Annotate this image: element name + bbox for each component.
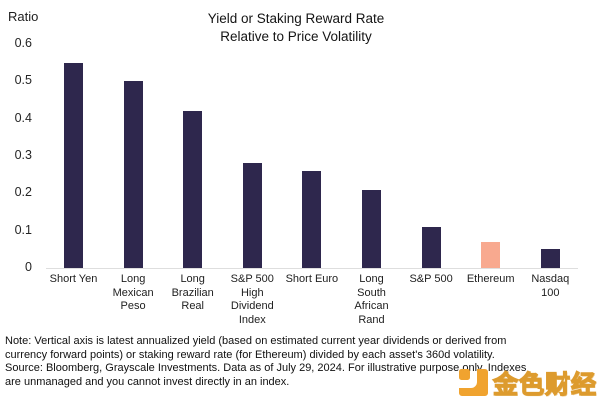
y-tick-label: 0.2	[14, 185, 32, 200]
bar	[242, 163, 262, 268]
x-category-label: S&P 500	[409, 273, 453, 285]
chart-title-line-2: Relative to Price Volatility	[220, 29, 372, 44]
footnote-line: currency forward points) or staking rewa…	[5, 348, 495, 361]
bar	[362, 189, 381, 268]
plot-area	[46, 44, 578, 269]
footnote: Note: Vertical axis is latest annualized…	[5, 335, 526, 389]
y-tick-label: 0.3	[14, 148, 32, 162]
bar	[123, 81, 143, 268]
bar	[302, 170, 322, 268]
x-category-label: Short Yen	[49, 273, 98, 285]
x-category-label: S&P 500 High Dividend Index	[230, 273, 274, 326]
jinse-finance-brand-text: 金色财经	[492, 370, 597, 399]
bar	[64, 62, 83, 268]
bar	[540, 249, 560, 268]
footnote-line: Note: Vertical axis is latest annualized…	[5, 335, 507, 347]
bar	[183, 111, 203, 268]
x-category-label: Ethereum	[466, 273, 515, 285]
footnote-line: Source: Bloomberg, Grayscale Investments…	[5, 362, 527, 374]
x-category-label: Long South African Rand	[354, 273, 389, 326]
y-tick-label: 0.6	[14, 36, 32, 50]
x-category-label: Long Mexican Peso	[112, 273, 154, 312]
jinse-finance-logo-icon	[457, 366, 490, 404]
y-axis: 0.6 0.5 0.4 0.3 0.2 0.1 0	[0, 36, 32, 274]
x-category-label: Short Euro	[285, 273, 339, 285]
y-axis-title: Ratio	[8, 9, 39, 24]
chart-title: Yield or Staking Reward Rate Relative to…	[208, 10, 385, 46]
y-tick-label: 0.4	[14, 110, 32, 125]
footnote-line: are unmanaged and you cannot invest dire…	[5, 375, 290, 388]
jinse-finance-watermark: 金色财经	[457, 366, 597, 404]
y-tick-label: 0.5	[14, 73, 32, 88]
y-tick-label: 0.1	[14, 222, 32, 237]
y-tick-label: 0	[25, 260, 32, 274]
x-category-label: Long Brazilian Real	[171, 273, 214, 312]
chart-title-line-1: Yield or Staking Reward Rate	[207, 11, 385, 26]
bar	[481, 241, 501, 268]
x-category-label: Nasdaq 100	[531, 273, 570, 299]
bar	[421, 226, 441, 268]
